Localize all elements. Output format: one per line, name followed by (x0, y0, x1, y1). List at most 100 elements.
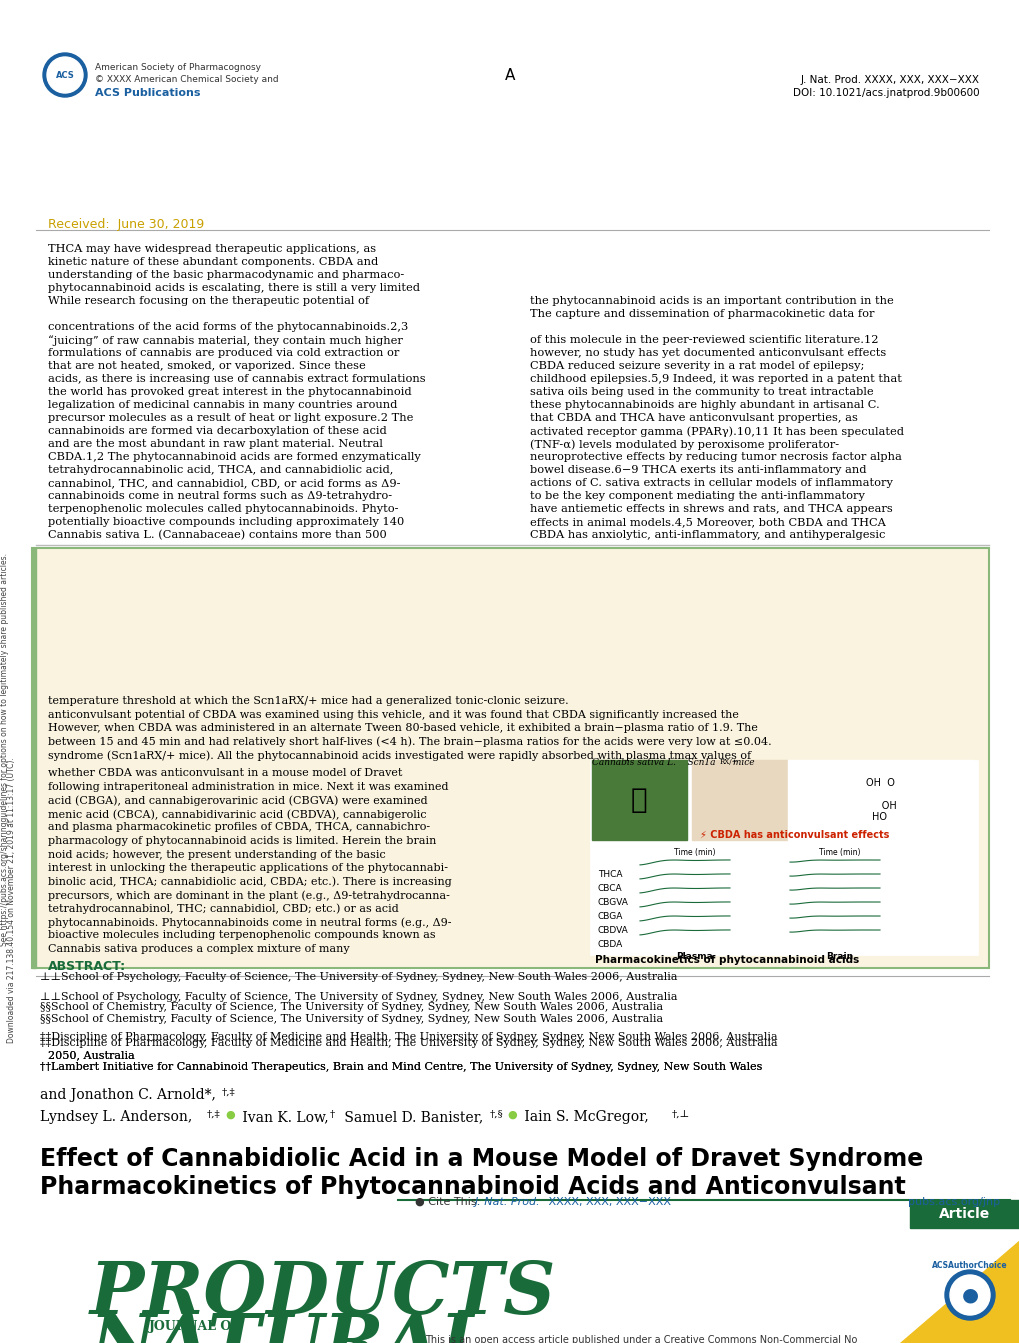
Text: §§School of Chemistry, Faculty of Science, The University of Sydney, Sydney, New: §§School of Chemistry, Faculty of Scienc… (40, 1002, 662, 1013)
Text: CBDA reduced seizure severity in a rat model of epilepsy;: CBDA reduced seizure severity in a rat m… (530, 361, 863, 371)
Text: ACS Publications: ACS Publications (95, 89, 201, 98)
Text: Pharmacokinetics of Phytocannabinoid Acids and Anticonvulsant: Pharmacokinetics of Phytocannabinoid Aci… (40, 1175, 905, 1199)
Polygon shape (899, 1240, 1019, 1343)
Text: Cannabis sativa produces a complex mixture of many: Cannabis sativa produces a complex mixtu… (48, 944, 350, 954)
Text: NATURAL: NATURAL (90, 1309, 491, 1343)
Text: acids, as there is increasing use of cannabis extract formulations: acids, as there is increasing use of can… (48, 373, 425, 384)
Text: activated receptor gamma (PPARγ).10,11 It has been speculated: activated receptor gamma (PPARγ).10,11 I… (530, 426, 903, 436)
Text: (TNF-α) levels modulated by peroxisome proliferator-: (TNF-α) levels modulated by peroxisome p… (530, 439, 839, 450)
Text: †,‡: †,‡ (207, 1111, 220, 1119)
Text: precursor molecules as a result of heat or light exposure.2 The: precursor molecules as a result of heat … (48, 414, 413, 423)
Text: tetrahydrocannabinol, THC; cannabidiol, CBD; etc.) or as acid: tetrahydrocannabinol, THC; cannabidiol, … (48, 904, 398, 915)
Text: “juicing” of raw cannabis material, they contain much higher: “juicing” of raw cannabis material, they… (48, 334, 403, 345)
Text: Time (min): Time (min) (818, 847, 860, 857)
Text: terpenophenolic molecules called phytocannabinoids. Phyto-: terpenophenolic molecules called phytoca… (48, 504, 398, 514)
Text: †,‡: †,‡ (222, 1088, 235, 1097)
Text: †,⊥: †,⊥ (672, 1111, 690, 1119)
Text: whether CBDA was anticonvulsant in a mouse model of Dravet: whether CBDA was anticonvulsant in a mou… (48, 768, 401, 779)
Text: 2050, Australia: 2050, Australia (48, 1050, 135, 1060)
Text: J. Nat. Prod. XXXX, XXX, XXX−XXX: J. Nat. Prod. XXXX, XXX, XXX−XXX (800, 75, 979, 85)
Text: and plasma pharmacokinetic profiles of CBDA, THCA, cannabichro-: and plasma pharmacokinetic profiles of C… (48, 822, 430, 833)
Text: cannabinoids come in neutral forms such as Δ9-tetrahydro-: cannabinoids come in neutral forms such … (48, 492, 391, 501)
Circle shape (949, 1275, 989, 1315)
Text: The capture and dissemination of pharmacokinetic data for: The capture and dissemination of pharmac… (530, 309, 873, 320)
Text: Time (min): Time (min) (674, 847, 715, 857)
Text: ACS: ACS (56, 70, 74, 79)
Text: OH  O

      OH
HO: OH O OH HO (862, 778, 896, 822)
Text: bioactive molecules including terpenophenolic compounds known as: bioactive molecules including terpenophe… (48, 931, 435, 940)
Text: Article: Article (938, 1207, 989, 1221)
Bar (909, 1201, 1019, 1228)
Bar (591, 760, 687, 839)
Text: neuroprotective effects by reducing tumor necrosis factor alpha: neuroprotective effects by reducing tumo… (530, 453, 901, 462)
Text: Lyndsey L. Anderson,: Lyndsey L. Anderson, (40, 1111, 192, 1124)
Text: interest in unlocking the therapeutic applications of the phytocannabi-: interest in unlocking the therapeutic ap… (48, 864, 447, 873)
Text: and Jonathon C. Arnold*,: and Jonathon C. Arnold*, (40, 1088, 216, 1103)
Text: sativa oils being used in the community to treat intractable: sativa oils being used in the community … (530, 387, 872, 398)
Text: See https://pubs.acs.org/sharingguidelines for options on how to legitimately sh: See https://pubs.acs.org/sharingguidelin… (0, 553, 9, 947)
Text: JOURNAL OF: JOURNAL OF (149, 1320, 240, 1334)
Text: ACSAuthorChoice: ACSAuthorChoice (931, 1261, 1007, 1269)
Text: noid acids; however, the present understanding of the basic: noid acids; however, the present underst… (48, 850, 385, 860)
Text: temperature threshold at which the Scn1aRX/+ mice had a generalized tonic-clonic: temperature threshold at which the Scn1a… (48, 696, 568, 706)
Text: the phytocannabinoid acids is an important contribution in the: the phytocannabinoid acids is an importa… (530, 295, 893, 306)
Text: Samuel D. Banister,: Samuel D. Banister, (339, 1111, 483, 1124)
Text: ABSTRACT:: ABSTRACT: (48, 960, 126, 972)
Text: the world has provoked great interest in the phytocannabinoid: the world has provoked great interest in… (48, 387, 412, 398)
Text: CBDA.1,2 The phytocannabinoid acids are formed enzymatically: CBDA.1,2 The phytocannabinoid acids are … (48, 453, 421, 462)
Text: Downloaded via 217.138.40.154 on November 21, 2019 at 11:13:17 (UTC).: Downloaded via 217.138.40.154 on Novembe… (7, 757, 16, 1044)
Text: phytocannabinoids. Phytocannabinoids come in neutral forms (e.g., Δ9-: phytocannabinoids. Phytocannabinoids com… (48, 917, 451, 928)
Text: acid (CBGA), and cannabigerovarinic acid (CBGVA) were examined: acid (CBGA), and cannabigerovarinic acid… (48, 795, 427, 806)
Text: CBGA: CBGA (597, 912, 623, 921)
Text: This is an open access article published under a Creative Commons Non-Commercial: This is an open access article published… (425, 1335, 863, 1343)
Text: ⚡ CBDA has anticonvulsant effects: ⚡ CBDA has anticonvulsant effects (699, 830, 889, 839)
Text: bowel disease.6−9 THCA exerts its anti-inflammatory and: bowel disease.6−9 THCA exerts its anti-i… (530, 465, 866, 475)
Text: CBDA has anxiolytic, anti-inflammatory, and antihyperalgesic: CBDA has anxiolytic, anti-inflammatory, … (530, 530, 884, 540)
Text: Plasma: Plasma (676, 952, 712, 962)
Text: legalization of medicinal cannabis in many countries around: legalization of medicinal cannabis in ma… (48, 400, 397, 410)
Text: phytocannabinoid acids is escalating, there is still a very limited: phytocannabinoid acids is escalating, th… (48, 283, 420, 293)
Text: Cannabis sativa L. (Cannabaceae) contains more than 500: Cannabis sativa L. (Cannabaceae) contain… (48, 530, 386, 540)
Text: CBDA: CBDA (597, 940, 623, 950)
Text: Received:  June 30, 2019: Received: June 30, 2019 (48, 218, 204, 231)
Text: Ivan K. Low,: Ivan K. Low, (237, 1111, 328, 1124)
Text: ‡‡Discipline of Pharmacology, Faculty of Medicine and Health, The University of : ‡‡Discipline of Pharmacology, Faculty of… (40, 1038, 776, 1048)
Text: ●: ● (961, 1285, 977, 1304)
Text: While research focusing on the therapeutic potential of: While research focusing on the therapeut… (48, 295, 369, 306)
Text: of this molecule in the peer-reviewed scientific literature.12: of this molecule in the peer-reviewed sc… (530, 334, 877, 345)
Bar (32, 548, 36, 968)
Text: ††Lambert Initiative for Cannabinoid Therapeutics, Brain and Mind Centre, The Un: ††Lambert Initiative for Cannabinoid The… (40, 1062, 761, 1072)
Text: understanding of the basic pharmacodynamic and pharmaco-: understanding of the basic pharmacodynam… (48, 270, 404, 279)
Text: potentially bioactive compounds including approximately 140: potentially bioactive compounds includin… (48, 517, 404, 526)
Text: syndrome (Scn1aRX/+ mice). All the phytocannabinoid acids investigated were rapi: syndrome (Scn1aRX/+ mice). All the phyto… (48, 749, 750, 760)
Text: following intraperitoneal administration in mice. Next it was examined: following intraperitoneal administration… (48, 782, 448, 792)
Text: Iain S. McGregor,: Iain S. McGregor, (520, 1111, 648, 1124)
Text: between 15 and 45 min and had relatively short half-lives (<4 h). The brain−plas: between 15 and 45 min and had relatively… (48, 736, 770, 747)
Text: actions of C. sativa extracts in cellular models of inflammatory: actions of C. sativa extracts in cellula… (530, 478, 892, 488)
Text: concentrations of the acid forms of the phytocannabinoids.2,3: concentrations of the acid forms of the … (48, 322, 408, 332)
Text: 2050, Australia: 2050, Australia (48, 1050, 135, 1060)
Text: However, when CBDA was administered in an alternate Tween 80-based vehicle, it e: However, when CBDA was administered in a… (48, 723, 757, 733)
Text: however, no study has yet documented anticonvulsant effects: however, no study has yet documented ant… (530, 348, 886, 359)
Text: and are the most abundant in raw plant material. Neutral: and are the most abundant in raw plant m… (48, 439, 382, 449)
Text: CBDVA: CBDVA (597, 927, 628, 935)
Circle shape (47, 56, 83, 93)
Text: ††Lambert Initiative for Cannabinoid Therapeutics, Brain and Mind Centre, The Un: ††Lambert Initiative for Cannabinoid The… (40, 1062, 761, 1072)
Text: cannabinol, THC, and cannabidiol, CBD, or acid forms as Δ9-: cannabinol, THC, and cannabidiol, CBD, o… (48, 478, 400, 488)
Bar (691, 760, 787, 839)
Text: menic acid (CBCA), cannabidivarinic acid (CBDVA), cannabigerolic: menic acid (CBCA), cannabidivarinic acid… (48, 808, 426, 819)
Text: ● Cite This:: ● Cite This: (415, 1197, 483, 1207)
Text: binolic acid, THCA; cannabidiolic acid, CBDA; etc.). There is increasing: binolic acid, THCA; cannabidiolic acid, … (48, 877, 451, 888)
Text: tetrahydrocannabinolic acid, THCA, and cannabidiolic acid,: tetrahydrocannabinolic acid, THCA, and c… (48, 465, 393, 475)
Text: that are not heated, smoked, or vaporized. Since these: that are not heated, smoked, or vaporize… (48, 361, 366, 371)
Text: have antiemetic effects in shrews and rats, and THCA appears: have antiemetic effects in shrews and ra… (530, 504, 892, 514)
Bar (589, 760, 977, 955)
Text: PRODUCTS: PRODUCTS (90, 1258, 555, 1330)
Text: THCA: THCA (597, 870, 622, 880)
Text: Cannabis sativa L.    Scn1a: Cannabis sativa L. Scn1a (591, 757, 714, 767)
Text: A: A (504, 67, 515, 82)
Text: §§School of Chemistry, Faculty of Science, The University of Sydney, Sydney, New: §§School of Chemistry, Faculty of Scienc… (40, 1014, 662, 1023)
Text: that CBDA and THCA have anticonvulsant properties, as: that CBDA and THCA have anticonvulsant p… (530, 414, 857, 423)
Text: J. Nat. Prod.: J. Nat. Prod. (475, 1197, 540, 1207)
Text: precursors, which are dominant in the plant (e.g., Δ9-tetrahydrocanna-: precursors, which are dominant in the pl… (48, 890, 449, 901)
